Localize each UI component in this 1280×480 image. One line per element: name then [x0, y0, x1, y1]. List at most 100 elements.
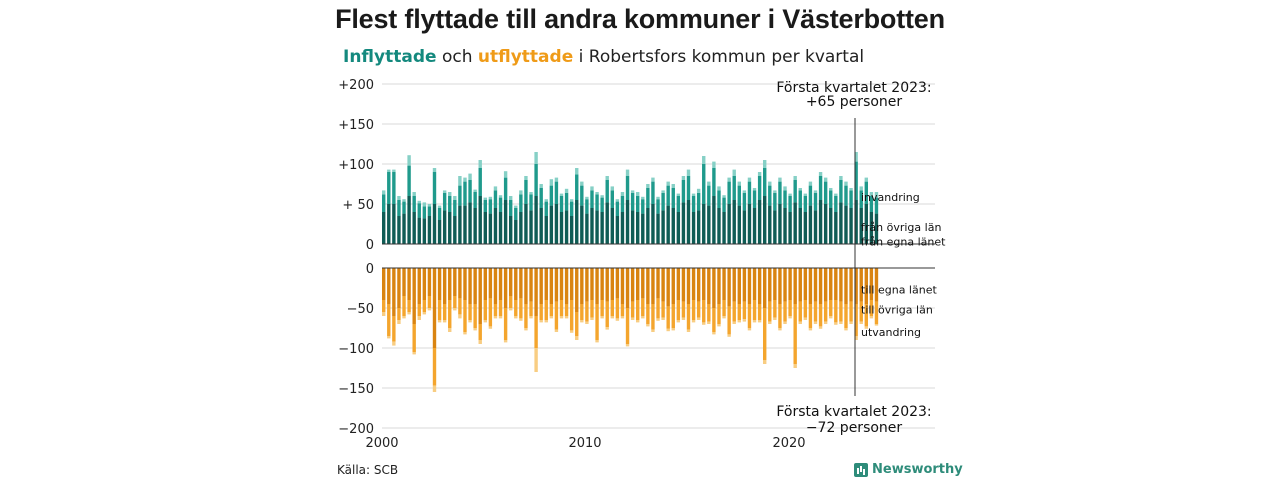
inflow-bar-2 — [625, 169, 630, 176]
outflow-bar-1 — [651, 304, 655, 330]
inflow-bar-1 — [453, 200, 457, 216]
outflow-bar-1 — [590, 300, 594, 318]
outflow-bar-1 — [854, 304, 858, 336]
outflow-bar-2 — [544, 320, 548, 323]
outflow-bar-0 — [691, 268, 696, 300]
inflow-bar-2 — [798, 188, 802, 191]
outflow-bar-2 — [707, 321, 711, 324]
inflow-bar-2 — [595, 192, 599, 195]
outflow-bar-2 — [864, 326, 868, 329]
outflow-bar-1 — [844, 304, 848, 328]
outflow-bar-2 — [554, 329, 559, 332]
outflow-bar-2 — [686, 329, 691, 332]
outflow-bar-0 — [524, 268, 528, 304]
outflow-bar-1 — [696, 301, 701, 318]
inflow-bar-2 — [569, 199, 574, 202]
outflow-bar-0 — [636, 268, 640, 300]
inflow-bar-1 — [808, 185, 813, 206]
outflow-bar-0 — [559, 268, 564, 300]
inflow-bar-0 — [696, 210, 701, 244]
outflow-bar-2 — [671, 328, 675, 331]
inflow-bar-1 — [524, 180, 528, 204]
inflow-bar-0 — [402, 213, 406, 244]
outflow-bar-2 — [636, 320, 640, 323]
inflow-bar-2 — [641, 196, 645, 200]
inflow-bar-2 — [392, 169, 396, 172]
outflow-bar-0 — [600, 268, 604, 300]
outflow-bar-2 — [392, 341, 396, 346]
inflow-bar-0 — [422, 218, 427, 244]
outflow-bar-2 — [813, 321, 818, 324]
inflow-bar-2 — [864, 177, 868, 182]
inflow-bar-1 — [392, 172, 396, 204]
brand-logo[interactable]: Newsworthy — [854, 462, 963, 477]
outflow-bar-1 — [773, 300, 777, 318]
inflow-bar-1 — [646, 188, 650, 208]
outflow-bar-2 — [498, 316, 503, 319]
outflow-bar-1 — [509, 296, 513, 308]
outflow-bar-1 — [524, 304, 528, 328]
outflow-bar-0 — [727, 268, 731, 307]
inflow-bar-0 — [707, 205, 711, 244]
outflow-bar-2 — [834, 322, 838, 325]
inflow-bar-1 — [768, 185, 772, 206]
outflow-bar-0 — [473, 268, 477, 304]
inflow-bar-0 — [813, 210, 818, 244]
outflow-bar-1 — [839, 301, 843, 322]
outflow-bar-1 — [463, 300, 467, 332]
outflow-bar-2 — [600, 316, 604, 319]
outflow-bar-1 — [407, 300, 411, 312]
outflow-bar-0 — [783, 268, 787, 302]
inflow-bar-1 — [803, 196, 808, 212]
inflow-bar-1 — [757, 176, 762, 200]
inflow-bar-2 — [417, 200, 421, 204]
inflow-bar-1 — [874, 197, 879, 214]
inflow-bar-0 — [483, 212, 487, 244]
outflow-bar-0 — [686, 268, 691, 304]
inflow-bar-0 — [778, 204, 782, 244]
inflow-bar-1 — [747, 181, 752, 204]
outflow-bar-2 — [590, 317, 594, 320]
outflow-bar-1 — [681, 301, 686, 318]
inflow-bar-1 — [407, 165, 411, 196]
outflow-bar-0 — [514, 268, 518, 300]
inflow-bar-1 — [707, 185, 711, 206]
inflow-bar-1 — [681, 180, 686, 203]
outflow-bar-1 — [544, 300, 548, 320]
outflow-bar-1 — [661, 301, 665, 318]
inflow-bar-2 — [763, 160, 767, 168]
outflow-bar-1 — [829, 300, 833, 316]
inflow-bar-0 — [783, 208, 787, 244]
outflow-bar-1 — [757, 304, 762, 320]
outflow-bar-1 — [778, 304, 782, 328]
outflow-bar-0 — [437, 268, 442, 300]
outflow-bar-0 — [869, 268, 874, 300]
inflow-bar-0 — [844, 205, 848, 244]
outflow-bar-0 — [818, 268, 823, 304]
outflow-bar-2 — [793, 364, 797, 368]
y-tick-label-bottom: −100 — [338, 342, 374, 357]
outflow-bar-0 — [417, 268, 421, 304]
inflow-bar-1 — [620, 196, 625, 212]
outflow-bar-2 — [829, 316, 833, 319]
outflow-bar-2 — [823, 321, 828, 324]
outflow-bar-2 — [387, 336, 391, 339]
outflow-bar-0 — [498, 268, 503, 300]
inflow-bar-1 — [859, 190, 863, 208]
outflow-bar-2 — [702, 322, 706, 325]
outflow-bar-1 — [620, 304, 625, 316]
inflow-bar-1 — [636, 196, 640, 212]
outflow-bar-1 — [442, 304, 447, 320]
outflow-bar-2 — [818, 326, 823, 329]
outflow-bar-2 — [737, 320, 741, 323]
outflow-bar-2 — [483, 320, 487, 323]
inflow-bar-2 — [468, 173, 472, 180]
outflow-bar-2 — [763, 360, 767, 364]
inflow-bar-1 — [580, 185, 584, 206]
outflow-bar-1 — [600, 300, 604, 316]
inflow-bar-2 — [575, 168, 579, 175]
inflow-bar-2 — [813, 190, 818, 193]
outflow-bar-0 — [661, 268, 665, 302]
inflow-bar-2 — [529, 192, 533, 195]
